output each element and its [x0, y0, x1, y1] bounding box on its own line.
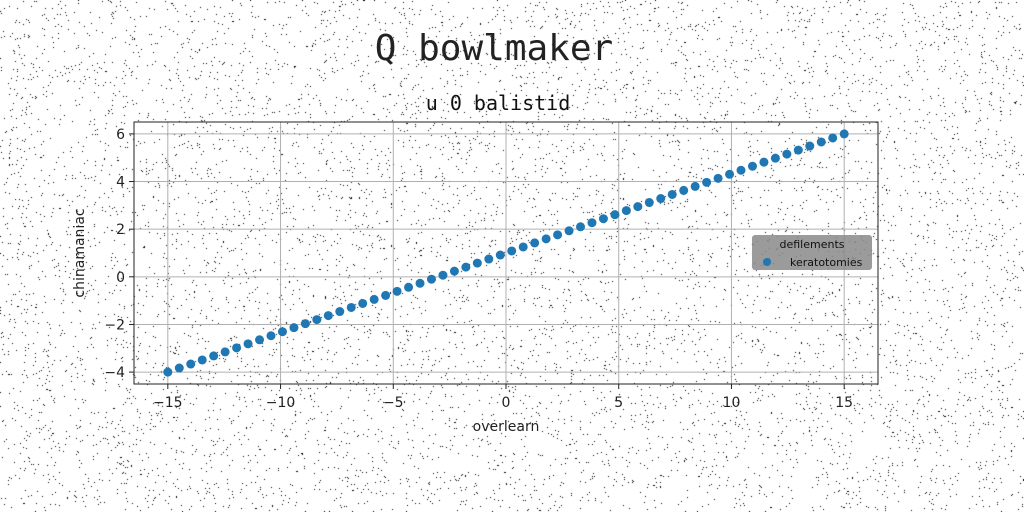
x-tick-label: −15: [153, 395, 183, 411]
data-point: [289, 323, 299, 333]
y-tick-label: 6: [116, 127, 125, 143]
data-point: [323, 311, 333, 321]
data-point: [255, 335, 265, 345]
data-point: [449, 266, 459, 276]
data-point: [530, 238, 540, 248]
x-tick-label: 15: [835, 395, 853, 411]
data-point: [381, 290, 391, 300]
legend: defilements keratotomies: [752, 235, 872, 270]
data-point: [621, 206, 631, 216]
x-tick-label: −10: [266, 395, 296, 411]
data-point: [163, 367, 173, 377]
data-point: [277, 327, 287, 337]
y-tick-label: −4: [104, 365, 125, 381]
data-point: [839, 129, 849, 139]
data-point: [736, 165, 746, 175]
data-point: [553, 230, 563, 240]
data-point: [644, 198, 654, 208]
data-point: [759, 157, 769, 167]
data-point: [346, 302, 356, 312]
data-point: [232, 343, 242, 353]
data-point: [828, 133, 838, 143]
x-tick-label: 10: [723, 395, 741, 411]
data-point: [564, 226, 574, 236]
data-point: [782, 149, 792, 159]
data-point: [587, 218, 597, 228]
data-point: [220, 347, 230, 357]
data-point: [518, 242, 528, 252]
data-point: [243, 339, 253, 349]
data-point: [495, 250, 505, 260]
data-point: [507, 246, 517, 256]
data-point: [197, 355, 207, 365]
grid-lines: [134, 122, 878, 384]
x-axis-label: overlearn: [473, 419, 540, 435]
data-point: [266, 331, 276, 341]
data-point: [438, 270, 448, 280]
legend-marker: [763, 258, 771, 266]
data-point: [667, 189, 677, 199]
chart-suptitle: Q bowlmaker: [375, 28, 613, 69]
data-point: [369, 294, 379, 304]
data-point: [404, 282, 414, 292]
data-point: [541, 234, 551, 244]
legend-title: defilements: [779, 238, 844, 251]
data-point: [426, 274, 436, 284]
x-tick-label: 5: [614, 395, 623, 411]
legend-box: [752, 235, 872, 270]
data-point: [312, 315, 322, 325]
data-point: [725, 169, 735, 179]
data-point: [484, 254, 494, 264]
y-axis-label: chinamaniac: [72, 208, 88, 297]
data-point: [598, 214, 608, 224]
data-point: [415, 278, 425, 288]
data-point: [610, 210, 620, 220]
axis-ticks: −15 −10 −5 0 5 10 15 −4 −2 0 2 4 6: [104, 127, 853, 411]
data-point: [461, 262, 471, 272]
data-point: [392, 286, 402, 296]
data-point: [186, 359, 196, 369]
data-point: [576, 222, 586, 232]
data-point: [702, 177, 712, 187]
data-point: [335, 307, 345, 317]
y-tick-label: −2: [104, 317, 125, 333]
data-point: [209, 351, 219, 361]
legend-entry-keratotomies: keratotomies: [790, 256, 863, 269]
data-point: [358, 298, 368, 308]
chart-title: u 0 balistid: [426, 91, 571, 115]
data-point: [747, 161, 757, 171]
data-point: [793, 145, 803, 155]
y-tick-label: 2: [116, 222, 125, 238]
data-point: [713, 173, 723, 183]
x-tick-label: −5: [383, 395, 404, 411]
data-point: [656, 194, 666, 204]
data-point: [770, 153, 780, 163]
data-point: [805, 141, 815, 151]
data-point: [633, 202, 643, 212]
x-tick-label: 0: [502, 395, 511, 411]
data-point: [690, 181, 700, 191]
data-points: [163, 129, 849, 377]
y-tick-label: 4: [116, 175, 125, 191]
data-point: [816, 137, 826, 147]
data-point: [679, 185, 689, 195]
data-point: [300, 319, 310, 329]
y-tick-label: 0: [116, 270, 125, 286]
data-point: [472, 258, 482, 268]
data-point: [174, 363, 184, 373]
